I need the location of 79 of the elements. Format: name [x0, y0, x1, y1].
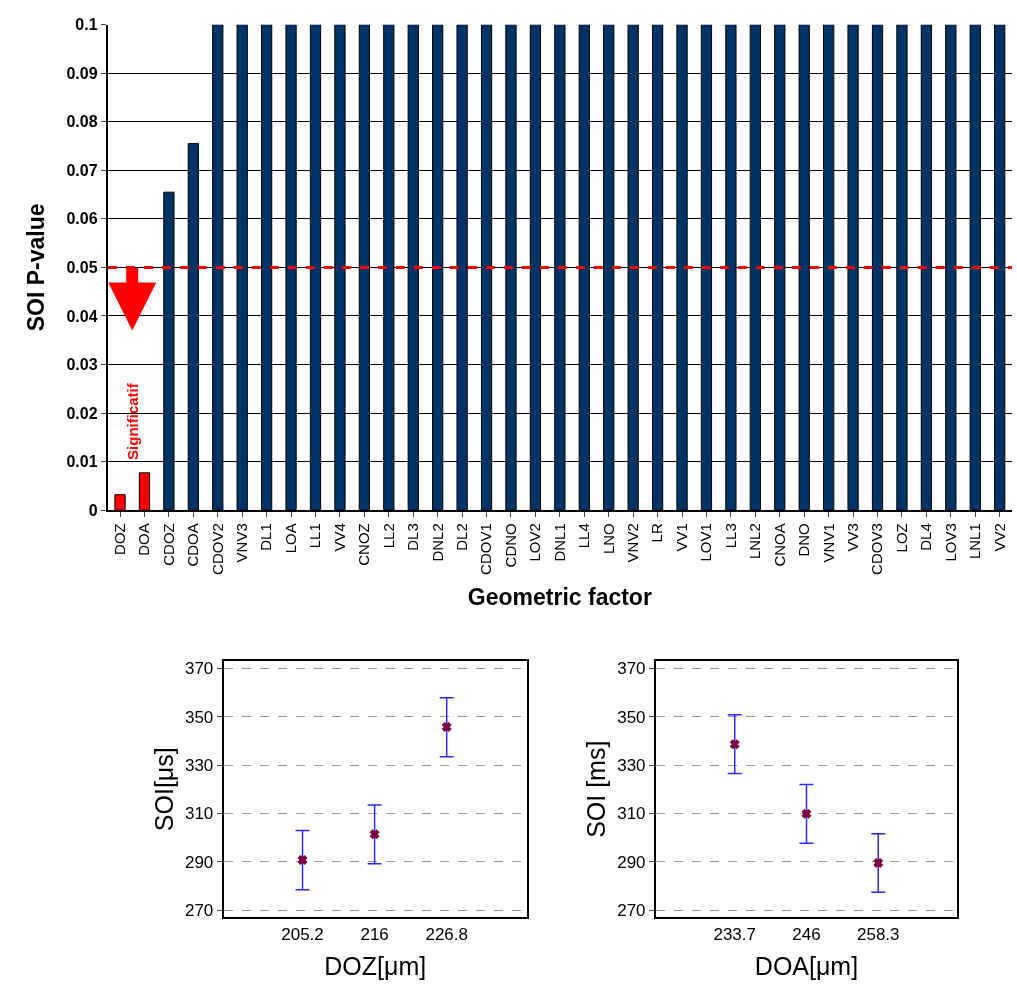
- y-tick-label: 290: [617, 852, 646, 872]
- x-tick-label: VNV2: [624, 523, 642, 563]
- x-tick-label: VV3: [843, 523, 861, 552]
- x-tick-label: CNOZ: [355, 523, 373, 566]
- x-tick-label: 205.2: [281, 924, 324, 944]
- point: [873, 858, 883, 868]
- y-axis-title: SOI[μs]: [150, 747, 179, 832]
- x-tick-label: VV4: [330, 523, 348, 552]
- x-tick-label: DL3: [404, 523, 422, 551]
- x-tick-label: CDOV3: [868, 523, 886, 575]
- x-tick-label: LNL2: [746, 523, 764, 560]
- point: [369, 829, 380, 839]
- x-tick-label: DOA: [135, 523, 153, 556]
- y-tick-label: 0.05: [66, 259, 98, 277]
- x-axis-title: Geometric factor: [467, 584, 652, 611]
- x-axis-title: DOA[μm]: [754, 952, 859, 981]
- x-tick-label: LL4: [575, 523, 593, 549]
- x-tick-label: VV1: [672, 523, 690, 552]
- x-tick-label: DNL2: [428, 523, 446, 562]
- x-tick-label: DNL1: [550, 523, 568, 562]
- y-tick-label: 310: [184, 804, 214, 824]
- x-tick-label: VV2: [990, 523, 1008, 552]
- x-tick-label: 216: [360, 924, 389, 944]
- y-tick-label: 270: [184, 901, 214, 921]
- y-tick-label: 0.07: [66, 161, 98, 179]
- x-tick-label: VNV3: [233, 523, 251, 563]
- point: [297, 855, 308, 865]
- x-tick-label: LL1: [306, 523, 324, 549]
- x-tick-label: CDOA: [184, 523, 202, 567]
- x-tick-label: LOZ: [892, 523, 910, 553]
- x-tick-label: 226.8: [425, 924, 468, 944]
- x-tick-label: 246: [792, 924, 821, 944]
- x-tick-label: LOV2: [526, 523, 544, 562]
- x-tick-label: LOV3: [941, 523, 959, 562]
- x-tick-label: DL1: [257, 523, 275, 551]
- y-tick-label: 0.09: [66, 64, 98, 82]
- y-tick-label: 0.03: [66, 356, 98, 374]
- point: [801, 808, 812, 819]
- x-tick-label: CDNO: [501, 523, 519, 568]
- x-tick-label: LNO: [599, 523, 617, 555]
- x-tick-label: DL4: [917, 523, 935, 551]
- x-tick-label: VNV1: [819, 523, 837, 563]
- y-tick-label: 350: [617, 707, 646, 727]
- y-tick-label: 0: [88, 501, 98, 519]
- x-tick-label: LOV1: [697, 523, 715, 562]
- x-tick-label: DNO: [795, 523, 813, 557]
- y-tick-label: 310: [617, 804, 646, 824]
- y-tick-label: 290: [184, 852, 214, 872]
- x-tick-label: CDOV2: [208, 523, 226, 575]
- y-tick-label: 0.08: [66, 113, 98, 131]
- point: [730, 739, 740, 749]
- x-tick-label: CDOV1: [477, 523, 495, 575]
- y-tick-label: 0.02: [66, 404, 98, 422]
- x-tick-label: LNL1: [966, 523, 984, 560]
- x-tick-label: 258.3: [856, 924, 900, 944]
- x-tick-label: LL3: [721, 523, 739, 549]
- x-tick-label: CNOA: [770, 523, 788, 567]
- point: [441, 722, 452, 732]
- annotation: Significatif: [123, 382, 141, 460]
- y-tick-label: 0.06: [66, 210, 98, 228]
- y-tick-label: 370: [184, 659, 214, 679]
- x-tick-label: LR: [648, 523, 666, 543]
- x-tick-label: LL2: [379, 523, 397, 549]
- y-tick-label: 350: [184, 707, 214, 727]
- y-tick-label: 370: [617, 659, 646, 679]
- y-tick-label: 0.01: [66, 453, 98, 471]
- x-tick-label: LOA: [281, 523, 299, 554]
- x-axis-title: DOZ[μm]: [324, 952, 427, 981]
- x-tick-label: DOZ: [110, 523, 128, 555]
- y-axis-title: SOI P-value: [23, 203, 50, 332]
- y-tick-label: 330: [617, 755, 646, 775]
- x-tick-label: CDOZ: [159, 523, 177, 566]
- x-tick-label: DL2: [452, 523, 470, 551]
- y-tick-label: 0.04: [66, 307, 98, 325]
- y-tick-label: 330: [184, 755, 214, 775]
- y-tick-label: 0.1: [75, 16, 98, 34]
- x-tick-label: 233.7: [713, 924, 756, 944]
- y-axis-title: SOI [ms]: [582, 740, 611, 838]
- y-tick-label: 270: [617, 901, 646, 921]
